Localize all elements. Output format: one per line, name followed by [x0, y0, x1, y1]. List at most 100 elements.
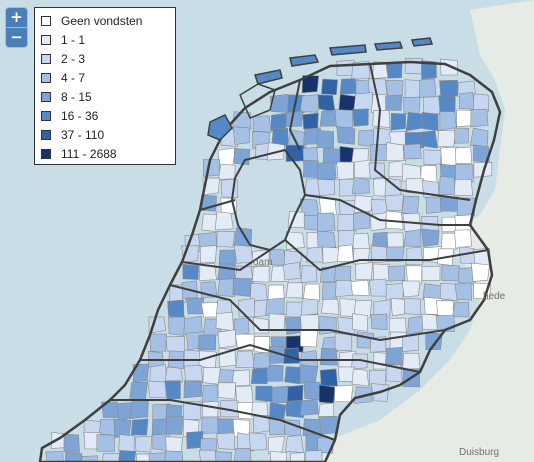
municipality-area[interactable] [199, 262, 217, 281]
municipality-area[interactable] [300, 350, 319, 368]
municipality-area[interactable] [405, 111, 425, 132]
municipality-area[interactable] [118, 434, 135, 453]
municipality-area[interactable] [129, 381, 148, 402]
municipality-area[interactable] [268, 436, 286, 455]
municipality-area[interactable] [65, 452, 83, 462]
municipality-area[interactable] [401, 280, 421, 298]
municipality-area[interactable] [321, 78, 338, 96]
municipality-area[interactable] [201, 416, 220, 434]
municipality-area[interactable] [459, 91, 476, 110]
municipality-area[interactable] [471, 262, 490, 282]
municipality-area[interactable] [96, 434, 115, 452]
municipality-area[interactable] [386, 246, 405, 262]
municipality-area[interactable] [299, 94, 320, 113]
municipality-area[interactable] [148, 452, 166, 462]
municipality-area[interactable] [248, 432, 268, 451]
municipality-area[interactable] [218, 163, 236, 180]
municipality-area[interactable] [386, 232, 404, 249]
municipality-area[interactable] [252, 266, 270, 283]
municipality-area[interactable] [421, 60, 437, 80]
municipality-area[interactable] [267, 364, 284, 382]
municipality-area[interactable] [316, 212, 336, 233]
municipality-area[interactable] [267, 284, 285, 301]
municipality-area[interactable] [182, 263, 200, 280]
municipality-area[interactable] [284, 366, 302, 385]
municipality-area[interactable] [216, 231, 236, 248]
municipality-area[interactable] [473, 93, 490, 113]
municipality-area[interactable] [290, 452, 306, 462]
municipality-area[interactable] [350, 353, 368, 370]
municipality-area[interactable] [470, 127, 489, 148]
municipality-area[interactable] [439, 79, 458, 98]
municipality-area[interactable] [164, 366, 184, 383]
municipality-area[interactable] [319, 368, 338, 387]
municipality-area[interactable] [217, 329, 237, 349]
municipality-area[interactable] [405, 265, 423, 285]
municipality-area[interactable] [149, 333, 167, 352]
municipality-area[interactable] [284, 316, 302, 336]
municipality-area[interactable] [233, 148, 251, 166]
municipality-area[interactable] [183, 380, 203, 399]
municipality-area[interactable] [337, 244, 354, 263]
municipality-area[interactable] [80, 455, 98, 462]
municipality-area[interactable] [441, 264, 460, 282]
municipality-area[interactable] [421, 111, 439, 131]
municipality-area[interactable] [370, 313, 388, 331]
municipality-area[interactable] [301, 298, 319, 316]
municipality-area[interactable] [217, 382, 236, 400]
municipality-area[interactable] [232, 126, 251, 145]
municipality-area[interactable] [334, 332, 353, 352]
municipality-area[interactable] [319, 347, 338, 366]
municipality-area[interactable] [352, 313, 368, 332]
municipality-area[interactable] [402, 96, 421, 115]
municipality-area[interactable] [456, 197, 475, 217]
municipality-area[interactable] [425, 196, 442, 214]
municipality-area[interactable] [437, 130, 456, 148]
municipality-area[interactable] [454, 146, 473, 164]
municipality-area[interactable] [203, 159, 221, 177]
municipality-area[interactable] [250, 367, 268, 384]
municipality-area[interactable] [303, 381, 322, 400]
wadden-island[interactable] [207, 114, 233, 141]
municipality-area[interactable] [351, 368, 370, 387]
municipality-area[interactable] [304, 178, 322, 197]
municipality-area[interactable] [372, 263, 391, 281]
municipality-area[interactable] [233, 244, 254, 264]
municipality-area[interactable] [372, 127, 392, 146]
municipality-area[interactable] [336, 161, 355, 181]
municipality-area[interactable] [201, 384, 218, 404]
municipality-area[interactable] [285, 110, 303, 127]
municipality-area[interactable] [371, 231, 389, 249]
municipality-area[interactable] [316, 161, 337, 180]
municipality-area[interactable] [319, 415, 339, 435]
municipality-area[interactable] [285, 282, 304, 299]
municipality-area[interactable] [419, 130, 438, 149]
municipality-area[interactable] [339, 78, 358, 95]
municipality-area[interactable] [355, 262, 374, 280]
municipality-area[interactable] [454, 229, 473, 249]
municipality-area[interactable] [168, 316, 186, 336]
municipality-area[interactable] [129, 399, 149, 420]
municipality-area[interactable] [302, 112, 319, 130]
municipality-area[interactable] [334, 384, 354, 403]
municipality-area[interactable] [197, 335, 217, 351]
municipality-area[interactable] [202, 366, 221, 385]
municipality-area[interactable] [316, 129, 334, 149]
municipality-area[interactable] [402, 352, 421, 370]
wadden-island[interactable] [254, 69, 283, 85]
municipality-area[interactable] [301, 75, 320, 94]
municipality-area[interactable] [387, 265, 406, 282]
municipality-area[interactable] [216, 432, 236, 450]
municipality-area[interactable] [403, 229, 422, 247]
municipality-area[interactable] [165, 436, 183, 454]
municipality-area[interactable] [373, 299, 392, 319]
municipality-area[interactable] [233, 448, 252, 462]
municipality-area[interactable] [438, 175, 457, 195]
wadden-island[interactable] [289, 54, 320, 67]
municipality-area[interactable] [441, 232, 458, 250]
municipality-area[interactable] [285, 399, 304, 418]
municipality-area[interactable] [454, 282, 473, 301]
municipality-area[interactable] [183, 400, 201, 421]
municipality-area[interactable] [318, 384, 336, 404]
municipality-area[interactable] [101, 453, 120, 462]
